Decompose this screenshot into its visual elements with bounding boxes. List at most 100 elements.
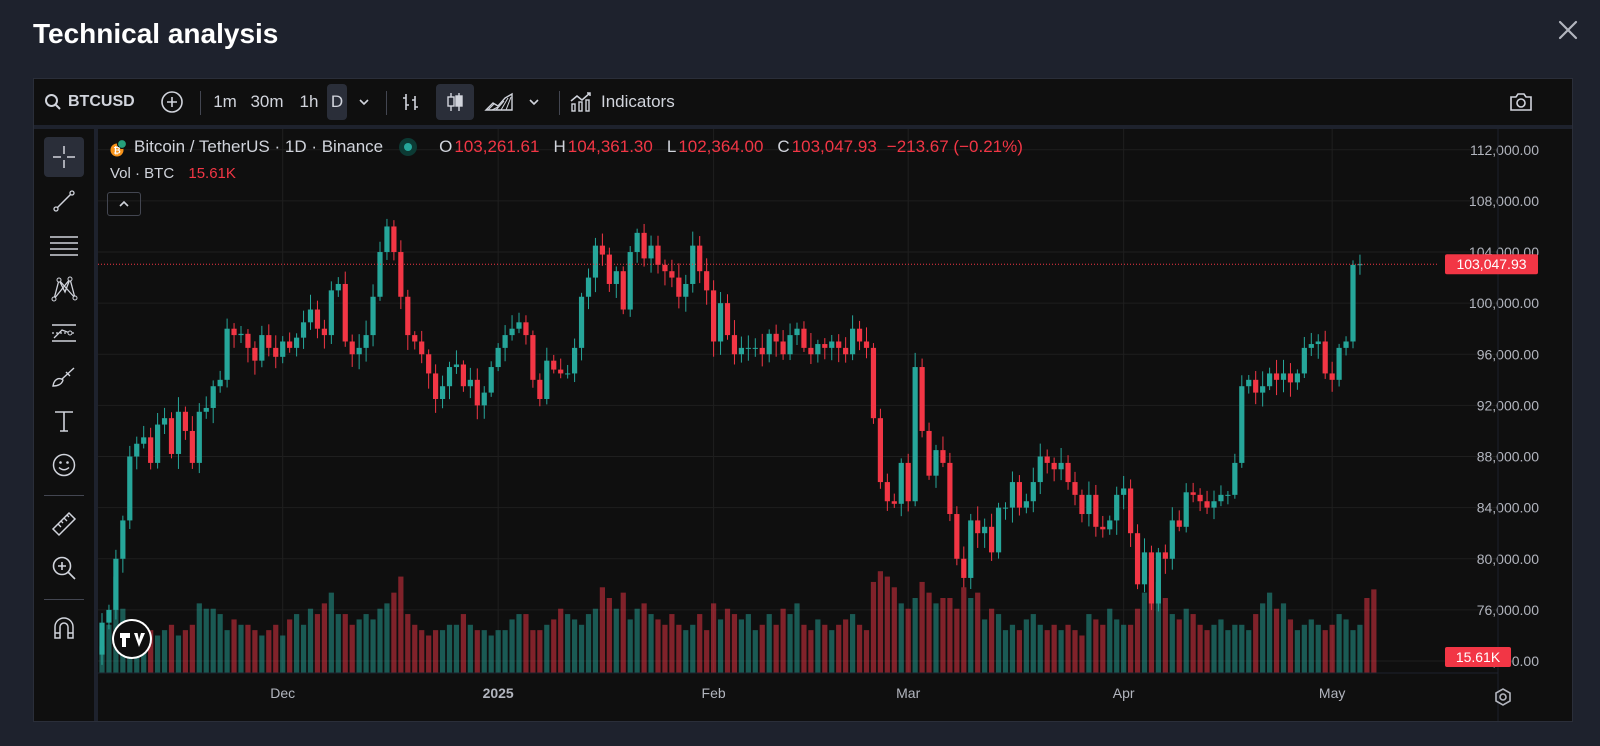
volume-bar	[1350, 630, 1356, 673]
measure-tool[interactable]	[44, 504, 84, 544]
candle	[516, 312, 522, 334]
crosshair-tool[interactable]	[44, 137, 84, 177]
fib-tool[interactable]	[44, 225, 84, 265]
volume-bar	[843, 619, 849, 673]
volume-bar	[1148, 576, 1155, 673]
zoom-tool[interactable]	[44, 548, 84, 588]
volume-bar	[1114, 619, 1120, 673]
candle	[252, 341, 258, 375]
volume-label: Vol · BTC	[110, 165, 175, 182]
candle	[1183, 483, 1189, 533]
candle	[815, 339, 821, 363]
volume-bar	[641, 603, 647, 673]
volume-bar	[1183, 608, 1189, 673]
volume-bar	[780, 608, 786, 673]
chart-settings-icon[interactable]	[1495, 688, 1511, 706]
interval-dropdown[interactable]	[354, 79, 374, 125]
candle	[912, 352, 918, 507]
last-volume-label: 15.61K	[1456, 649, 1501, 665]
chart-type-dropdown[interactable]	[524, 79, 544, 125]
forecast-icon	[52, 324, 76, 342]
legend-open-label: O	[439, 137, 453, 156]
candle	[1044, 449, 1050, 474]
interval-1m[interactable]: 1m	[213, 92, 237, 111]
volume-bar	[1280, 603, 1287, 673]
trend-line-tool[interactable]	[44, 181, 84, 221]
candle	[175, 397, 182, 469]
indicators-label: Indicators	[601, 92, 675, 111]
volume-bar	[801, 624, 807, 673]
candles-icon	[447, 93, 463, 111]
candle	[412, 331, 418, 350]
interval-1h[interactable]: 1h	[299, 92, 319, 111]
volume-bar	[294, 614, 300, 673]
area-chart-type-button[interactable]	[482, 79, 516, 125]
volume-bar	[314, 614, 321, 673]
symbol-search-button[interactable]: BTCUSD	[44, 79, 144, 125]
emoji-tool[interactable]	[44, 445, 84, 485]
candle	[231, 323, 237, 348]
volume-bar	[231, 619, 237, 673]
forecast-tool[interactable]	[44, 313, 84, 353]
bar-chart-type-button[interactable]	[396, 79, 426, 125]
candle	[1107, 515, 1113, 535]
candle	[683, 274, 689, 312]
close-icon[interactable]	[1555, 17, 1581, 43]
interval-d[interactable]: D	[327, 84, 347, 120]
candles-chart-type-button[interactable]	[436, 84, 474, 120]
candle	[523, 315, 529, 345]
volume-bar	[1357, 624, 1363, 673]
collapse-legend-button[interactable]	[107, 192, 141, 216]
magnet-tool[interactable]	[44, 608, 84, 648]
volume-bar	[210, 608, 216, 673]
screenshot-button[interactable]	[1504, 79, 1538, 125]
candle	[662, 259, 668, 286]
candle	[1086, 481, 1092, 527]
volume-bar	[537, 630, 543, 673]
volume-bar	[1107, 608, 1113, 673]
indicators-button[interactable]: Indicators	[569, 79, 681, 125]
compare-symbol-button[interactable]	[159, 79, 185, 125]
legend-low-value: 102,364.00	[678, 137, 764, 156]
price-chart[interactable]: 112,000.00108,000.00104,000.00100,000.00…	[98, 129, 1572, 722]
candle	[502, 325, 508, 362]
chart-legend: ₿ Bitcoin / TetherUS · 1D · Binance O 103…	[110, 137, 1023, 157]
candle	[717, 292, 724, 355]
y-tick-label: 100,000.00	[1469, 295, 1539, 311]
volume-bar	[238, 624, 244, 673]
volume-bar	[822, 624, 828, 673]
x-tick-label: Dec	[270, 685, 295, 701]
candle	[975, 506, 981, 548]
horizontal-lines-icon	[50, 236, 78, 256]
last-volume-tag	[1445, 647, 1511, 667]
volume-bar	[168, 624, 175, 673]
volume-bar	[995, 614, 1002, 673]
candle	[704, 258, 710, 305]
legend-symbol-title: Bitcoin / TetherUS · 1D · Binance	[134, 137, 384, 156]
candle	[530, 330, 536, 388]
volume-bar	[954, 608, 960, 673]
candle	[1190, 482, 1196, 503]
volume-bar	[711, 603, 717, 673]
interval-30m[interactable]: 30m	[250, 92, 284, 111]
candle	[1225, 491, 1231, 505]
volume-bar	[280, 635, 286, 673]
volume-bar	[495, 630, 501, 673]
candle	[1169, 507, 1175, 570]
candle	[1294, 369, 1300, 390]
candle	[565, 364, 571, 379]
candle	[217, 370, 223, 393]
candle	[808, 333, 814, 365]
volume-bar	[287, 619, 293, 673]
candle	[1114, 486, 1120, 535]
volume-bar	[1267, 592, 1273, 673]
tradingview-logo-icon[interactable]	[112, 619, 152, 659]
text-tool[interactable]	[44, 401, 84, 441]
volume-bar	[530, 630, 536, 673]
market-status-icon[interactable]	[399, 138, 418, 156]
candle	[829, 334, 835, 361]
brush-tool[interactable]	[44, 357, 84, 397]
candle	[460, 360, 466, 392]
pattern-tool[interactable]	[44, 269, 84, 309]
volume-bar	[1246, 630, 1252, 673]
